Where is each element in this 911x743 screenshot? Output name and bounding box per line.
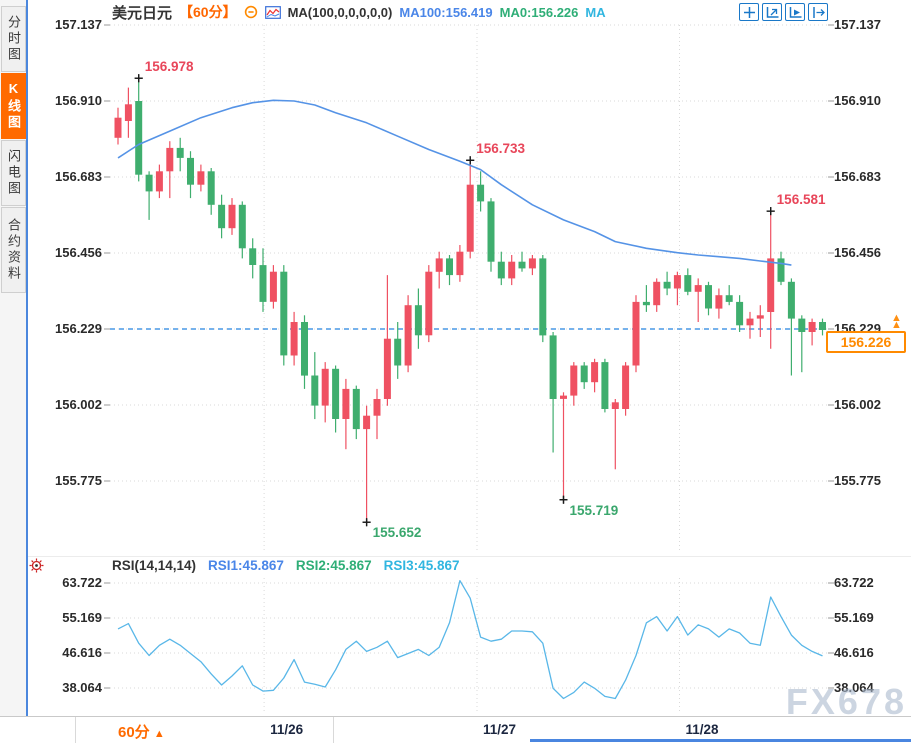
sidebar-tab-1[interactable]: 分时图	[1, 6, 26, 72]
sidebar-tab-3[interactable]: 闪电图	[1, 140, 26, 206]
chevron-up-icon: ▲	[153, 728, 165, 740]
chart-toolbar	[739, 3, 828, 21]
rsi-tick-left: 55.169	[62, 610, 102, 625]
price-tick-left: 157.137	[55, 17, 102, 32]
rsi-settings-gear-icon[interactable]	[28, 557, 46, 575]
price-axis-left: 157.137 156.910 156.683 156.456 156.229 156.0…	[28, 0, 106, 743]
rsi-tick-left: 63.722	[62, 575, 102, 590]
symbol-title: 美元日元	[112, 4, 173, 22]
ma-label: MA	[585, 4, 606, 20]
collapse-icon[interactable]	[244, 5, 258, 19]
sidebar-tab-2[interactable]: K线图	[1, 73, 26, 139]
rsi-tick-right: 46.616	[834, 645, 874, 660]
rsi3-value: RSI3:45.867	[383, 558, 460, 573]
bottom-bar-divider	[333, 717, 334, 743]
ma0-value: MA0:156.226	[499, 4, 579, 20]
period-selector[interactable]: 60分 ▲	[118, 721, 165, 742]
time-axis-bar: 60分 ▲ 11/26 11/27 11/28	[0, 716, 911, 743]
ma100-value: MA100:156.419	[399, 4, 493, 20]
date-label: 11/28	[685, 722, 719, 737]
price-tick-right: 155.775	[834, 473, 881, 488]
chart-header: 美元日元 【60分】 MA(100,0,0,0,0,0) MA100:156.4…	[112, 3, 606, 22]
rsi2-value: RSI2:45.867	[295, 558, 372, 573]
axis-zoom-vertical-icon[interactable]	[762, 3, 782, 21]
ma-settings-label: MA(100,0,0,0,0,0)	[287, 4, 393, 20]
price-tick-right: 156.456	[834, 245, 881, 260]
sidebar-tab-4[interactable]: 合约资料	[1, 207, 26, 293]
panel-separator	[28, 556, 911, 557]
period-badge: 【60分】	[179, 4, 237, 20]
rsi-tick-left: 38.064	[62, 680, 102, 695]
date-label: 11/27	[482, 722, 517, 737]
rsi-tick-right: 63.722	[834, 575, 874, 590]
price-tick-left: 156.910	[55, 93, 102, 108]
bottom-bar-divider	[75, 717, 76, 743]
watermark: FX678	[785, 681, 907, 722]
sidebar: 分时图 K线图 闪电图 合约资料	[0, 0, 28, 743]
price-tick-left: 156.229	[55, 321, 102, 336]
crosshair-icon[interactable]	[739, 3, 759, 21]
price-tick-left: 156.683	[55, 169, 102, 184]
price-tick-left: 156.456	[55, 245, 102, 260]
axis-zoom-horizontal-icon[interactable]	[785, 3, 805, 21]
rsi-tick-right: 38.064	[834, 680, 874, 695]
price-tick-right: 156.910	[834, 93, 881, 108]
price-tick-right: 156.002	[834, 397, 881, 412]
pan-right-icon[interactable]	[808, 3, 828, 21]
price-tick-right: 157.137	[834, 17, 881, 32]
price-tick-left: 156.002	[55, 397, 102, 412]
date-label: 11/26	[270, 722, 304, 737]
price-axis-right: 157.137 156.910 156.683 156.456 156.229 156.0…	[830, 0, 910, 743]
rsi-settings-label: RSI(14,14,14)	[112, 558, 197, 573]
period-selector-label: 60分	[118, 724, 150, 741]
rsi-tick-right: 55.169	[834, 610, 874, 625]
horizontal-scrollbar[interactable]	[530, 739, 911, 742]
rsi-tick-left: 46.616	[62, 645, 102, 660]
rsi-header: RSI(14,14,14) RSI1:45.867 RSI2:45.867 RS…	[112, 558, 459, 573]
rsi1-value: RSI1:45.867	[208, 558, 284, 573]
current-price-readout: 156.226	[826, 331, 906, 353]
price-direction-arrows-icon: ▲ ▲	[891, 312, 902, 331]
indicator-chart-icon[interactable]	[264, 5, 281, 19]
price-tick-left: 155.775	[55, 473, 102, 488]
price-tick-right: 156.683	[834, 169, 881, 184]
